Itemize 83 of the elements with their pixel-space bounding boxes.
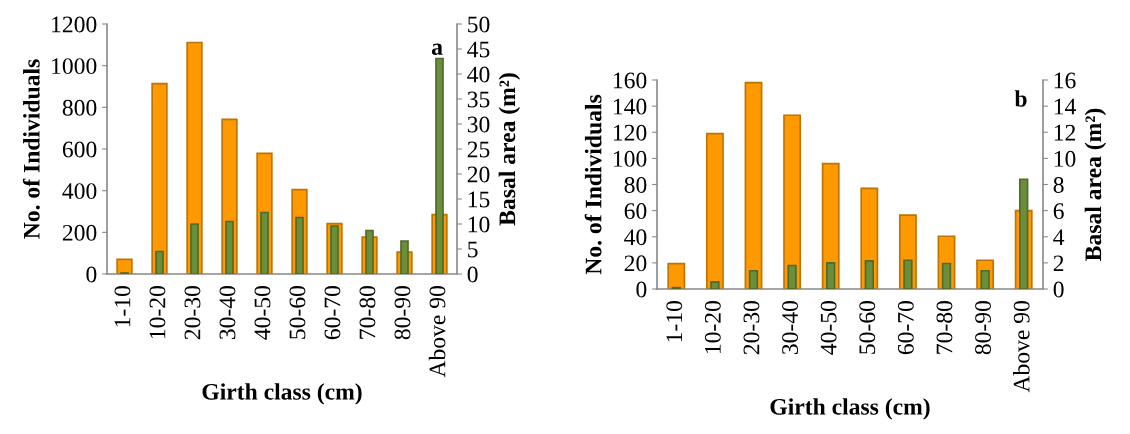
y-tick-label: 120: [613, 124, 647, 141]
x-tick-label: 80-90: [394, 286, 411, 340]
y-tick-label: 140: [613, 98, 647, 115]
bar: [941, 262, 952, 289]
y-tick-label: 80: [624, 176, 647, 193]
y2-axis-title: Basal area (m²): [1084, 108, 1107, 261]
y2-tick-label: 45: [467, 41, 490, 58]
bar: [748, 269, 759, 289]
y2-tick-label: 8: [1053, 176, 1064, 193]
bar: [260, 211, 269, 274]
y2-tick-label: 20: [467, 166, 490, 183]
x-tick-label: 70-80: [936, 301, 953, 354]
x-tick-label: 1-10: [114, 286, 131, 327]
x-tick-label: Above 90: [1012, 301, 1030, 393]
y-tick-label: 160: [613, 72, 647, 89]
x-tick-label: 40-50: [254, 286, 271, 340]
bar: [116, 258, 133, 274]
y-tick-label: 60: [624, 203, 647, 220]
annotation: a: [431, 43, 443, 55]
x-tick-label: 30-40: [219, 286, 236, 340]
y-tick-label: 0: [86, 266, 97, 283]
bar: [705, 132, 724, 289]
y-tick-label: 100: [613, 150, 647, 167]
x-tick-label: 60-70: [324, 286, 341, 340]
bar: [295, 216, 304, 274]
x-tick-label: 10-20: [704, 301, 721, 354]
bar: [190, 223, 199, 274]
x-axis-title: Girth class (cm): [770, 398, 930, 420]
bar: [744, 81, 763, 289]
y2-tick-label: 14: [1054, 98, 1076, 115]
bar: [826, 262, 836, 289]
y2-tick-label: 0: [467, 266, 478, 283]
y2-tick-label: 4: [1053, 229, 1065, 245]
x-tick-label: Above 90: [428, 286, 446, 378]
y2-tick-label: 25: [467, 141, 490, 158]
y2-tick-label: 6: [1053, 203, 1064, 220]
x-tick-label: 10-20: [149, 286, 166, 339]
y2-tick-label: 35: [467, 91, 490, 108]
x-tick-label: 30-40: [782, 301, 799, 355]
annotation: b: [1014, 90, 1027, 107]
x-tick-label: 40-50: [820, 301, 837, 355]
bar: [783, 114, 802, 289]
y2-tick-label: 10: [468, 216, 490, 233]
y2-tick-label: 16: [1054, 72, 1076, 89]
y-tick-label: 600: [62, 141, 97, 158]
y-tick-label: 1000: [52, 58, 97, 75]
x-tick-label: 80-90: [975, 301, 992, 355]
y-tick-label: 20: [624, 255, 647, 272]
y2-tick-label: 2: [1053, 255, 1064, 272]
y-tick-label: 800: [62, 99, 97, 116]
y2-tick-label: 12: [1054, 124, 1076, 141]
x-tick-label: 60-70: [897, 301, 914, 355]
x-tick-label: 1-10: [666, 301, 683, 342]
y2-tick-label: 40: [467, 66, 490, 83]
bar: [155, 250, 164, 274]
bar: [787, 264, 797, 289]
x-tick-label: 20-30: [184, 286, 201, 340]
bar: [151, 82, 168, 274]
y-tick-label: 200: [62, 224, 97, 241]
y-tick-label: 1200: [52, 16, 97, 33]
y-tick-label: 40: [624, 229, 647, 246]
y-tick-label: 400: [62, 183, 97, 200]
bar: [710, 280, 720, 289]
y2-axis-title: Basal area (m²): [498, 73, 521, 226]
bar: [980, 269, 990, 289]
x-axis-title: Girth class (cm): [202, 383, 362, 405]
y2-tick-label: 30: [467, 116, 490, 133]
bar: [903, 259, 913, 289]
y2-tick-label: 50: [468, 16, 490, 33]
bar: [667, 262, 686, 289]
y2-tick-label: 5: [468, 241, 478, 258]
x-tick-label: 20-30: [743, 301, 760, 355]
bar: [864, 260, 874, 289]
y-tick-label: 0: [636, 281, 647, 298]
x-tick-label: 50-60: [289, 286, 306, 339]
y-axis-title: No. of Individuals: [584, 94, 602, 275]
y2-tick-label: 0: [1053, 281, 1064, 298]
y-axis-title: No. of Individuals: [22, 59, 40, 239]
x-tick-label: 70-80: [359, 286, 376, 339]
y2-tick-label: 10: [1054, 150, 1076, 167]
y2-tick-label: 15: [468, 191, 490, 208]
x-tick-label: 50-60: [859, 301, 876, 354]
bar: [225, 220, 234, 274]
